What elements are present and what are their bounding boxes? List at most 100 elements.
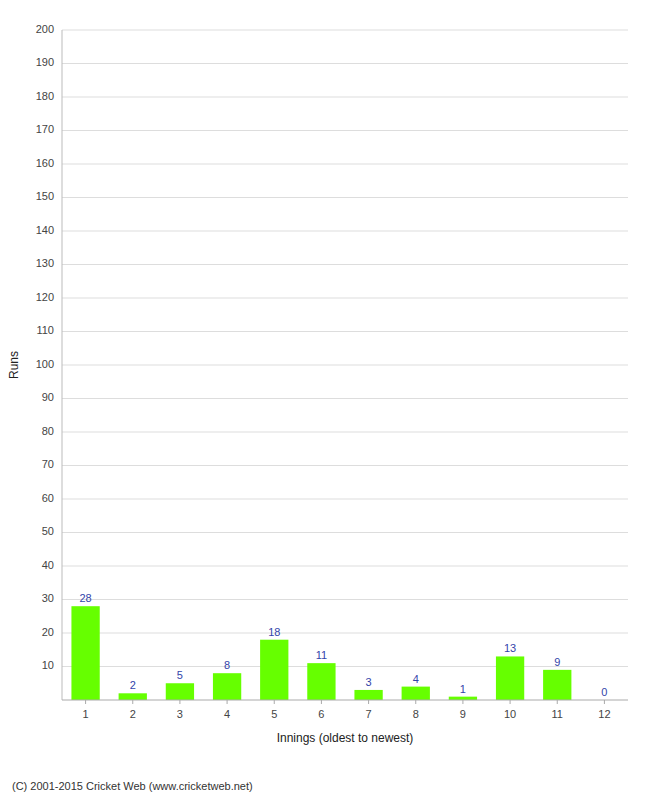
x-tick (132, 700, 133, 704)
bar (260, 640, 288, 700)
x-tick (604, 700, 605, 704)
y-tick-label: 40 (42, 559, 54, 571)
grid-line (62, 465, 628, 466)
y-tick-label: 180 (36, 90, 54, 102)
grid-line (62, 499, 628, 500)
bar (307, 663, 335, 700)
x-tick (368, 700, 369, 704)
y-axis-label: Runs (7, 351, 21, 379)
data-label: 13 (504, 642, 516, 654)
y-tick-label: 160 (36, 157, 54, 169)
y-tick-label: 50 (42, 525, 54, 537)
data-label: 8 (224, 659, 230, 671)
y-tick-label: 140 (36, 224, 54, 236)
grid-line (62, 599, 628, 600)
grid-line (62, 231, 628, 232)
data-label: 11 (316, 649, 327, 661)
chart-svg: 1020304050607080901001101201301401501601… (0, 0, 650, 800)
y-tick-label: 100 (36, 358, 54, 370)
bar (496, 656, 524, 700)
x-tick-label: 7 (366, 708, 372, 720)
grid-line (62, 398, 628, 399)
x-tick-label: 12 (598, 708, 610, 720)
bar (119, 693, 147, 700)
y-tick-label: 130 (36, 257, 54, 269)
page: {"chart_data": {"type": "bar", "xlabel":… (0, 0, 650, 800)
x-tick-label: 1 (83, 708, 89, 720)
grid-line (62, 666, 628, 667)
bar (71, 606, 99, 700)
x-tick-label: 11 (552, 708, 563, 720)
grid-line (62, 97, 628, 98)
grid-line (62, 298, 628, 299)
y-tick-label: 70 (42, 458, 54, 470)
x-tick-label: 10 (504, 708, 516, 720)
bar (166, 683, 194, 700)
data-label: 3 (366, 676, 372, 688)
data-label: 9 (554, 656, 560, 668)
y-axis: 10 20 30 40 50 60 70 80 90 100 110 120 130 140 150 160 1… (36, 23, 62, 700)
grid-line (62, 432, 628, 433)
x-tick (227, 700, 228, 704)
grid-line (62, 197, 628, 198)
bar (354, 690, 382, 700)
data-label: 4 (413, 673, 419, 685)
data-labels: 2825818113411390 (79, 592, 607, 698)
y-tick-label: 150 (36, 190, 54, 202)
x-tick-label: 2 (130, 708, 136, 720)
y-tick-label: 60 (42, 492, 54, 504)
y-axis-line (62, 30, 63, 700)
grid-line (62, 365, 628, 366)
y-tick-label: 120 (36, 291, 54, 303)
x-tick-label: 4 (224, 708, 230, 720)
y-tick-label: 110 (36, 324, 54, 336)
grid-line (62, 633, 628, 634)
y-tick-label: 30 (42, 592, 54, 604)
x-tick (462, 700, 463, 704)
data-label: 28 (79, 592, 91, 604)
grid-line (62, 331, 628, 332)
y-tick-label: 10 (42, 659, 54, 671)
grid-line (62, 264, 628, 265)
x-tick (274, 700, 275, 704)
y-tick-label: 20 (42, 626, 54, 638)
bar (402, 687, 430, 700)
grid (62, 30, 628, 667)
bars (71, 606, 571, 700)
data-label: 18 (268, 626, 280, 638)
data-label: 0 (601, 686, 607, 698)
x-axis-line (62, 700, 628, 701)
data-label: 5 (177, 669, 183, 681)
grid-line (62, 164, 628, 165)
x-axis: 123456789101112 (62, 700, 628, 720)
grid-line (62, 130, 628, 131)
x-tick-label: 5 (271, 708, 277, 720)
y-tick-label: 190 (36, 56, 54, 68)
x-tick (557, 700, 558, 704)
bar (213, 673, 241, 700)
x-tick-label: 6 (318, 708, 324, 720)
x-tick (85, 700, 86, 704)
x-tick-label: 8 (413, 708, 419, 720)
y-tick-label: 90 (42, 391, 54, 403)
x-tick (321, 700, 322, 704)
bar (543, 670, 571, 700)
y-tick-label: 200 (36, 23, 54, 35)
y-tick-label: 80 (42, 425, 54, 437)
footer-annotation: (C) 2001-2015 Cricket Web (www.cricketwe… (12, 780, 253, 792)
grid-line (62, 532, 628, 533)
grid-line (62, 63, 628, 64)
bar (449, 697, 477, 700)
x-tick-label: 9 (460, 708, 466, 720)
data-label: 2 (130, 679, 136, 691)
chart-container: 1020304050607080901001101201301401501601… (0, 0, 650, 800)
y-tick-label: 170 (36, 123, 54, 135)
x-tick-label: 3 (177, 708, 183, 720)
x-tick (179, 700, 180, 704)
x-tick (510, 700, 511, 704)
x-axis-label: Innings (oldest to newest) (277, 731, 414, 745)
data-label: 1 (460, 683, 466, 695)
x-tick (415, 700, 416, 704)
grid-line (62, 566, 628, 567)
grid-line (62, 30, 628, 31)
